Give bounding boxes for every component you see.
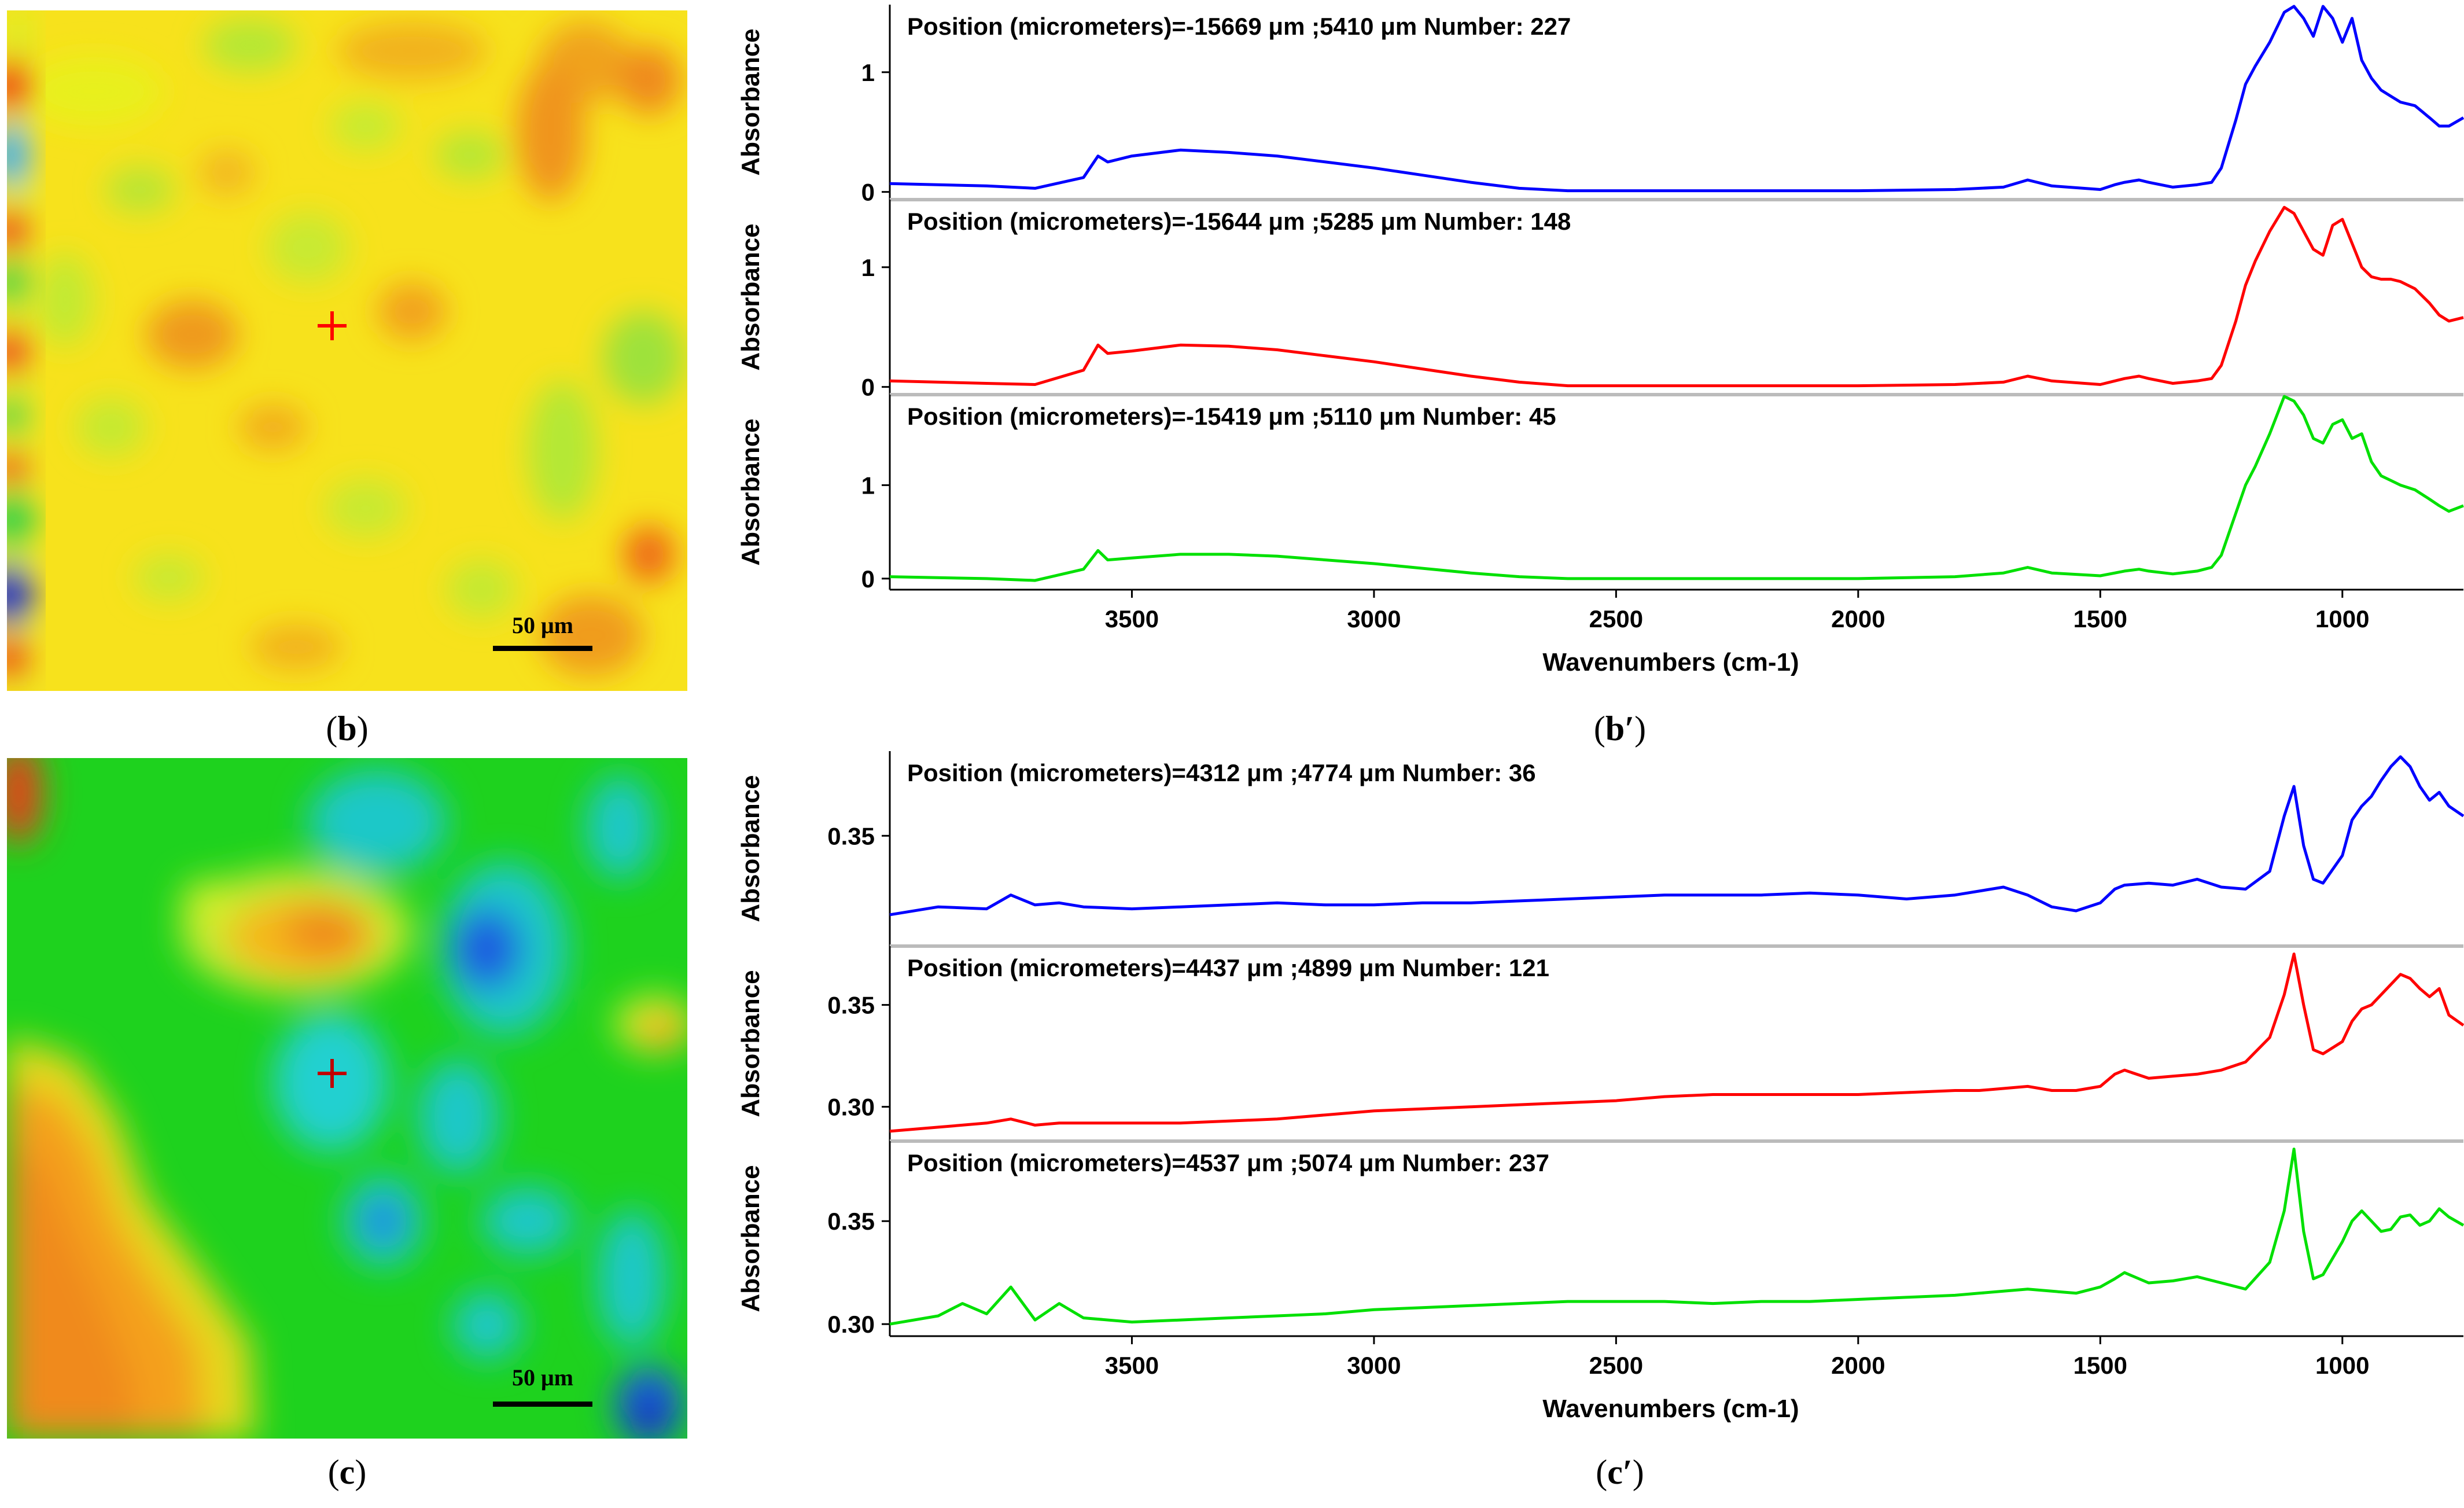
x-tick-label: 2500 xyxy=(1589,1352,1643,1379)
y-axis-label: Absorbance xyxy=(736,418,765,565)
y-tick-label: 0 xyxy=(861,179,875,206)
subplot-title: Position (micrometers)=4437 μm ;4899 μm … xyxy=(907,954,1549,981)
x-tick-label: 1500 xyxy=(2073,1352,2127,1379)
crosshair-marker xyxy=(318,1059,347,1088)
subplot-2: 0.30 0.35 Absorbance Position (micrometers)… xyxy=(736,946,2464,1143)
x-tick-label: 1500 xyxy=(2073,605,2127,632)
spectrum-line xyxy=(889,1147,2464,1326)
x-tick-label: 2500 xyxy=(1589,605,1643,632)
y-tick-label: 1 xyxy=(861,254,875,281)
y-axis-label: Absorbance xyxy=(736,970,765,1117)
scale-bar: 50 μm xyxy=(493,1364,592,1407)
subplot-title: Position (micrometers)=4312 μm ;4774 μm … xyxy=(907,759,1536,786)
scale-bar-label: 50 μm xyxy=(512,1364,573,1391)
subplot-title: Position (micrometers)=-15644 μm ;5285 μ… xyxy=(907,208,1571,235)
y-tick-label: 0.30 xyxy=(827,1311,875,1338)
subplot-1: 0 1 Absorbance Position (micrometers)=-1566… xyxy=(736,5,2464,206)
x-tick-label: 2000 xyxy=(1831,1352,1885,1379)
spectrum-line xyxy=(889,395,2464,582)
panel-label-c: (c) xyxy=(327,1453,367,1491)
y-tick-label: 1 xyxy=(861,59,875,86)
x-tick-label: 2000 xyxy=(1831,605,1885,632)
crosshair-marker xyxy=(318,311,347,340)
x-axis: 3500 3000 2500 2000 1500 1000 Wavenumbers (cm-… xyxy=(1105,1336,2369,1423)
y-axis-label: Absorbance xyxy=(736,1165,765,1312)
scale-bar-label: 50 μm xyxy=(512,612,573,638)
spectra-chart-c-prime: 0.35 Absorbance Position (micrometers)=431… xyxy=(736,751,2464,1423)
y-tick-label: 0 xyxy=(861,565,875,593)
subplot-title: Position (micrometers)=-15419 μm ;5110 μ… xyxy=(907,403,1556,430)
y-tick-label: 0.30 xyxy=(827,1094,875,1121)
x-axis: 3500 3000 2500 2000 1500 1000 Wavenumbers (cm-… xyxy=(1105,590,2369,676)
y-tick-label: 0.35 xyxy=(827,1208,875,1235)
spectrum-line xyxy=(889,755,2464,917)
spectrum-line xyxy=(889,5,2464,193)
chemical-map-c: 50 μm xyxy=(7,758,687,1439)
spectrum-line xyxy=(889,952,2464,1133)
subplot-2: 0 1 Absorbance Position (micrometers)=-1564… xyxy=(736,200,2464,401)
y-tick-label: 0 xyxy=(861,374,875,401)
spectrum-line xyxy=(889,205,2464,388)
y-tick-label: 0.35 xyxy=(827,992,875,1019)
x-tick-label: 1000 xyxy=(2315,605,2369,632)
panel-label-c-prime: (c′) xyxy=(1596,1453,1644,1491)
panel-label-b-prime: (b′) xyxy=(1593,709,1647,748)
subplot-title: Position (micrometers)=4537 μm ;5074 μm … xyxy=(907,1149,1549,1176)
x-tick-label: 3000 xyxy=(1347,1352,1401,1379)
x-tick-label: 3500 xyxy=(1105,605,1159,632)
y-axis-label: Absorbance xyxy=(736,775,765,922)
y-tick-label: 1 xyxy=(861,472,875,499)
subplot-title: Position (micrometers)=-15669 μm ;5410 μ… xyxy=(907,13,1571,40)
spectra-chart-b-prime: 0 1 Absorbance Position (micrometers)=-1566… xyxy=(736,5,2464,676)
x-axis-label: Wavenumbers (cm-1) xyxy=(1542,1395,1799,1423)
y-tick-label: 0.35 xyxy=(827,822,875,849)
y-axis-label: Absorbance xyxy=(736,223,765,370)
y-axis-label: Absorbance xyxy=(736,28,765,175)
scale-bar: 50 μm xyxy=(493,612,592,651)
x-tick-label: 3000 xyxy=(1347,605,1401,632)
subplot-1: 0.35 Absorbance Position (micrometers)=431… xyxy=(736,751,2464,948)
subplot-3: 0.30 0.35 Absorbance Position (micrometers)… xyxy=(736,1141,2464,1338)
x-axis-label: Wavenumbers (cm-1) xyxy=(1542,648,1799,676)
x-tick-label: 3500 xyxy=(1105,1352,1159,1379)
x-tick-label: 1000 xyxy=(2315,1352,2369,1379)
subplot-3: 0 1 Absorbance Position (micrometers)=-1541… xyxy=(736,395,2464,593)
panel-label-b: (b) xyxy=(326,709,369,748)
chemical-map-b: 50 μm xyxy=(7,10,687,691)
